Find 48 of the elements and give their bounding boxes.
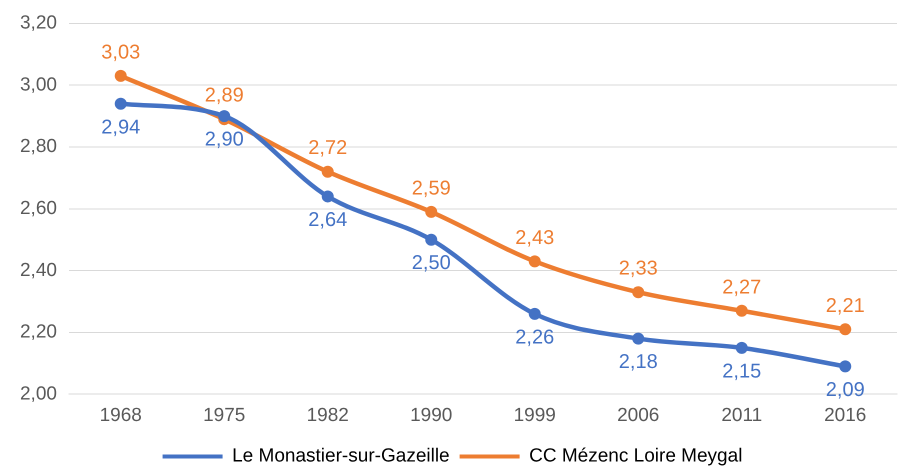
point: [839, 360, 852, 372]
point: [322, 190, 334, 202]
data-label: 2,27: [722, 276, 762, 298]
data-label: 2,21: [826, 294, 865, 317]
point: [114, 98, 127, 110]
data-label: 2,33: [618, 258, 658, 280]
data-label: 2,50: [412, 252, 451, 274]
data-label: 2,18: [618, 351, 658, 374]
data-label: 2,64: [308, 208, 348, 231]
data-label: 2,09: [826, 378, 865, 401]
x-tick-label: 1990: [410, 404, 452, 426]
data-label: 2,15: [722, 360, 762, 382]
x-tick-label: 2016: [824, 404, 866, 426]
point: [839, 323, 852, 336]
x-tick-label: 1999: [514, 404, 556, 426]
data-label: 2,94: [101, 116, 140, 138]
y-tick-label: 2,80: [20, 136, 57, 158]
y-tick-label: 2,40: [20, 260, 57, 281]
point: [322, 166, 334, 178]
x-tick-label: 1975: [203, 404, 246, 426]
y-tick-label: 3,20: [20, 12, 57, 34]
legend-label: CC Mézenc Loire Meygal: [529, 446, 742, 467]
point: [218, 110, 230, 122]
data-label: 2,59: [412, 177, 451, 200]
legend-label: Le Monastier-sur-Gazeille: [232, 446, 450, 467]
data-label: 2,90: [204, 128, 244, 151]
point: [632, 332, 644, 345]
x-tick-label: 2011: [721, 404, 762, 426]
point: [114, 70, 127, 82]
y-tick-label: 2,60: [20, 198, 57, 220]
point: [736, 342, 748, 354]
point: [632, 286, 644, 298]
point: [528, 308, 541, 320]
point: [425, 234, 438, 246]
y-tick-label: 2,00: [20, 383, 57, 404]
y-tick-label: 2,20: [20, 322, 57, 343]
x-tick-label: 2006: [617, 404, 660, 426]
data-label: 2,72: [308, 137, 348, 160]
x-tick-label: 1968: [100, 404, 142, 426]
point: [528, 255, 541, 268]
data-label: 2,89: [204, 84, 244, 107]
x-tick-label: 1982: [306, 404, 349, 426]
point: [425, 206, 438, 218]
data-label: 3,03: [101, 41, 140, 64]
data-label: 2,26: [515, 326, 554, 348]
data-label: 2,43: [515, 226, 554, 249]
point: [736, 304, 748, 317]
y-tick-label: 3,00: [20, 74, 57, 96]
